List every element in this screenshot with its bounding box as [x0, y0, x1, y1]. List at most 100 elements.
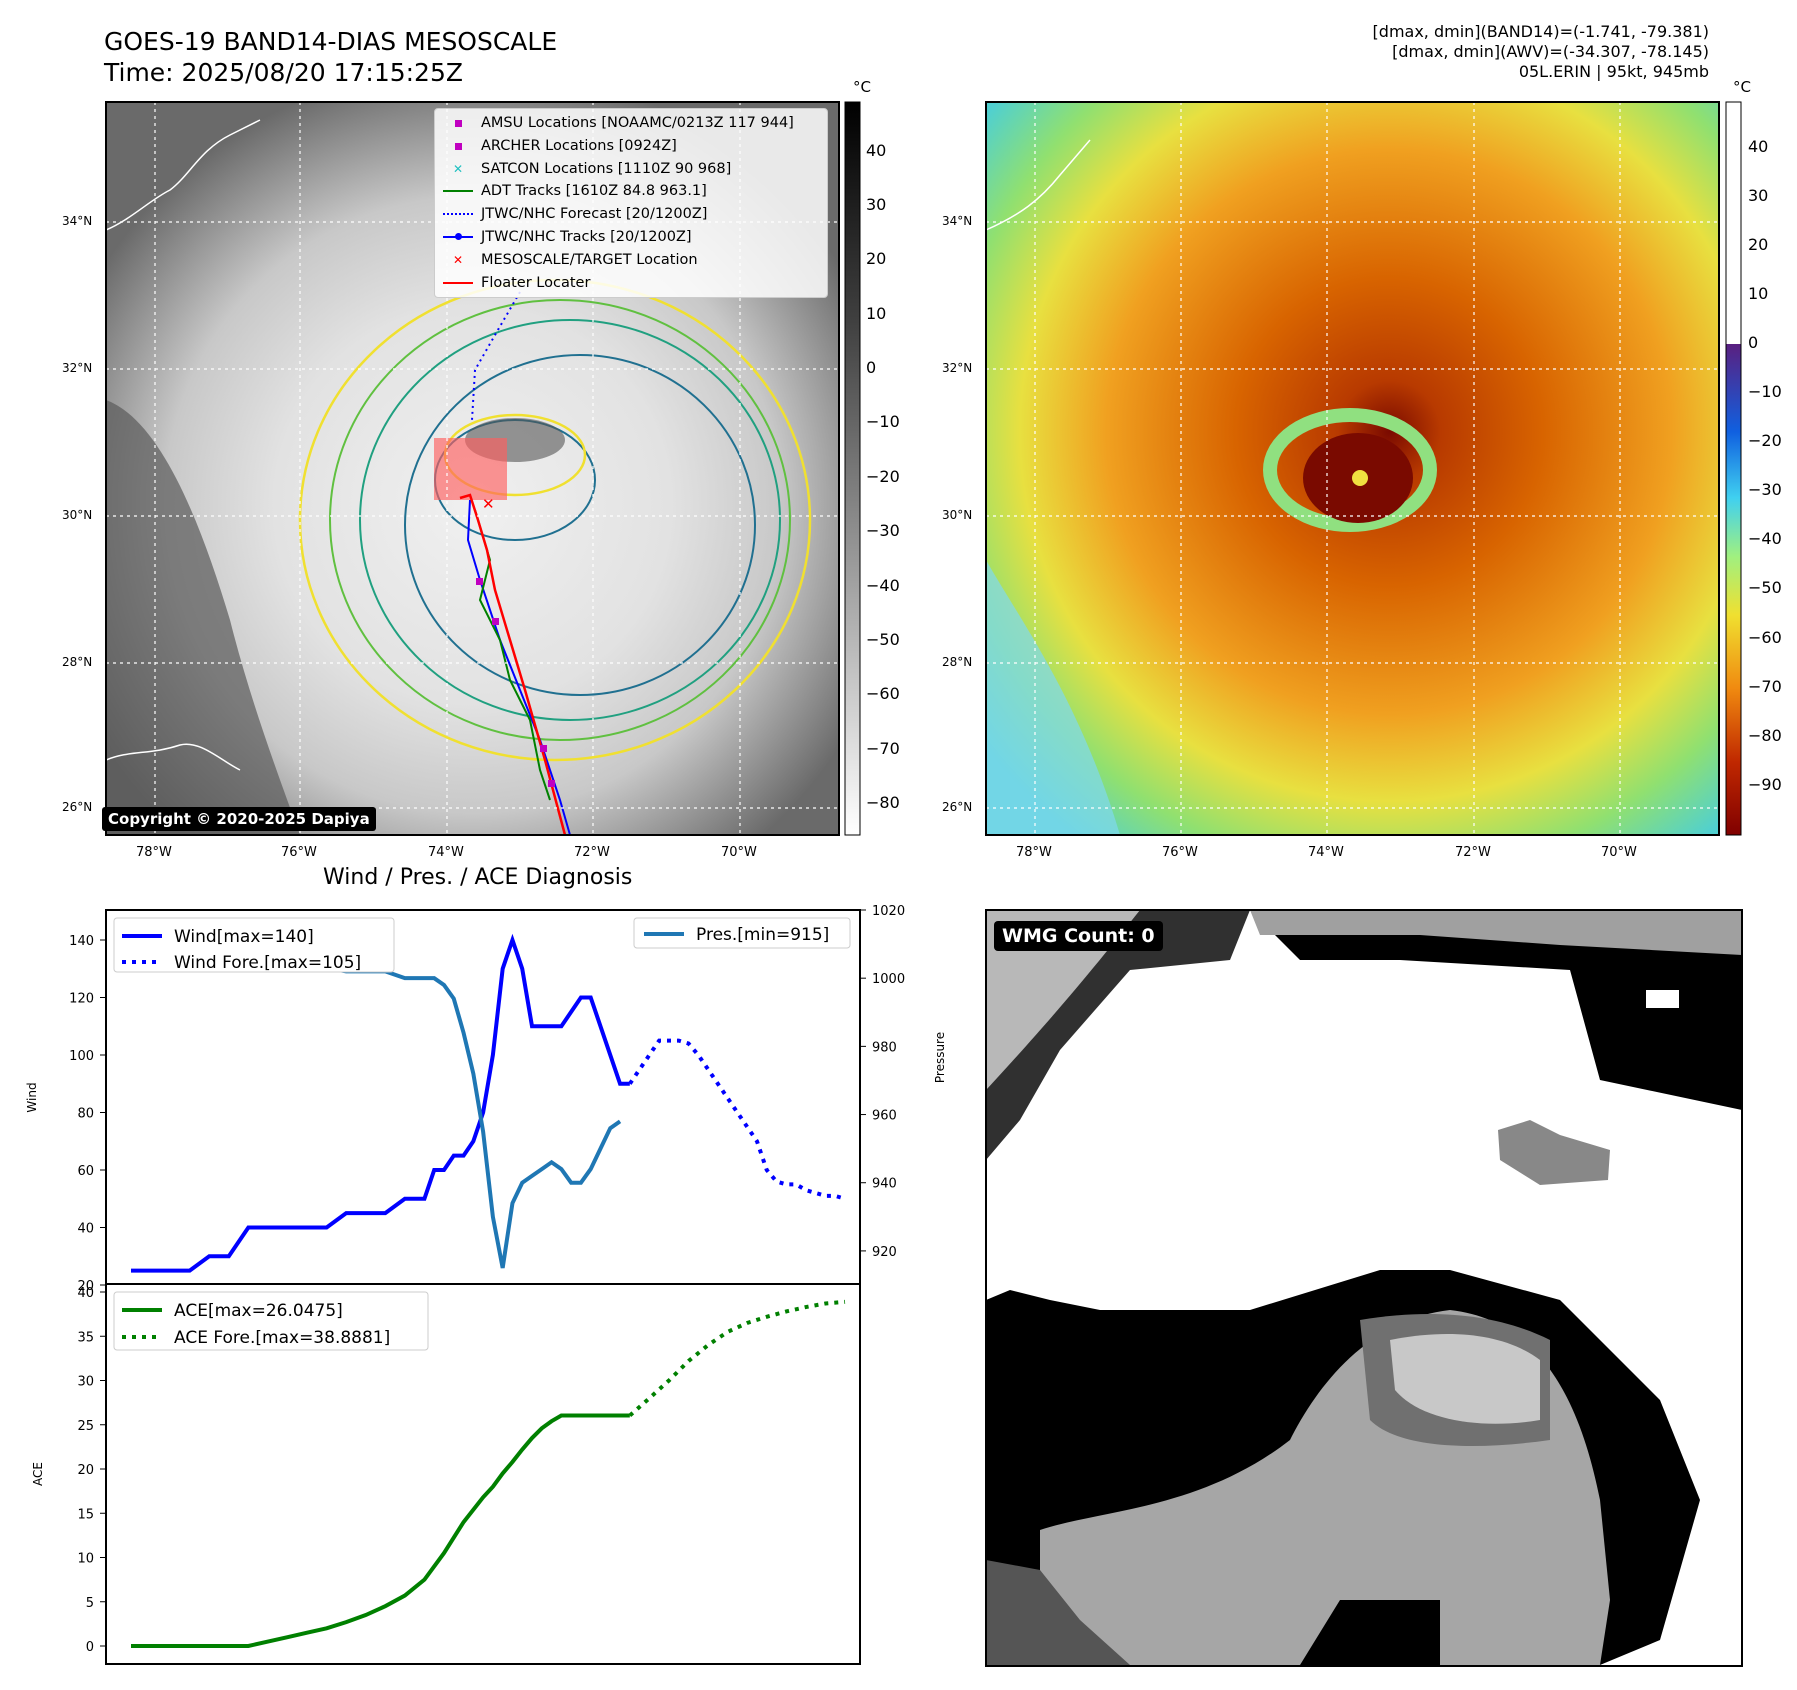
- contour-teal: [359, 319, 781, 721]
- y-tick-label: 100: [69, 1049, 94, 1064]
- y-right-tick-label: 940: [872, 1177, 897, 1192]
- colorbar-tick-label: 20: [866, 249, 887, 269]
- wind-legend: [113, 917, 395, 973]
- wmg-gray-patch: [1498, 1120, 1610, 1185]
- ace-ylabel: ACE: [31, 1462, 45, 1486]
- pressure-legend: [633, 917, 851, 949]
- series-line-0: [131, 933, 630, 1273]
- y-right-tick-label: 920: [872, 1245, 897, 1260]
- legend-item: Floater Locater: [441, 273, 590, 293]
- legend-item: ARCHER Locations [0924Z]: [441, 136, 677, 156]
- contour-blue: [404, 354, 756, 696]
- legend-item: JTWC/NHC Forecast [20/1200Z]: [441, 204, 707, 224]
- colorbar-tick-label: −60: [1748, 627, 1782, 647]
- legend-label: ACE[max=26.0475]: [174, 1301, 343, 1321]
- lat-label: 32°N: [942, 361, 973, 375]
- ace-legend: [113, 1291, 429, 1351]
- lon-label: 76°W: [1162, 845, 1198, 860]
- colorbar-tick-label: −20: [866, 466, 900, 486]
- moat-ring: [1263, 408, 1437, 532]
- lon-label: 76°W: [281, 845, 317, 860]
- lon-label: 70°W: [721, 845, 757, 860]
- colorbar-tick-label: −60: [866, 684, 900, 704]
- wmg-dark-band: [986, 910, 1250, 1160]
- y-tick-label: 120: [69, 992, 94, 1007]
- legend-item: ✕ MESOSCALE/TARGET Location: [441, 250, 698, 270]
- colorbar-tick-label: −10: [866, 412, 900, 432]
- lon-label: 70°W: [1601, 845, 1637, 860]
- coastline-south: [106, 743, 241, 771]
- legend-label: Pres.[min=915]: [696, 925, 829, 945]
- color-colorbar-strip: [1725, 101, 1742, 836]
- lat-label: 34°N: [942, 214, 973, 228]
- colorbar-tick-label: 10: [866, 303, 887, 323]
- lat-label: 26°N: [942, 800, 973, 814]
- y-tick-label: 25: [77, 1419, 94, 1434]
- legend-symbol: [441, 183, 475, 199]
- ir-colorbar-unit: °C: [853, 78, 871, 96]
- legend-label: ACE Fore.[max=38.8881]: [174, 1328, 390, 1348]
- colorbar-tick-label: −90: [1748, 774, 1782, 794]
- lon-label: 78°W: [1016, 845, 1052, 860]
- legend-symbol: [441, 206, 475, 222]
- legend-symbol: ✕: [452, 161, 464, 176]
- y-tick-label: 60: [77, 1164, 94, 1179]
- colorbar-tick-label: 0: [1748, 333, 1759, 353]
- lat-label: 28°N: [62, 655, 93, 669]
- nhc-track: [466, 499, 571, 835]
- legend-symbol: ✕: [452, 252, 464, 267]
- colorbar-tick-label: 0: [866, 358, 877, 378]
- ir-map-frame: [105, 101, 840, 836]
- wmg-gray-corner: [986, 910, 1140, 1090]
- colorbar-tick-label: −50: [1748, 578, 1782, 598]
- stats-line-1: [dmax, dmin](BAND14)=(-1.741, -79.381): [1372, 22, 1709, 41]
- colorbar-tick-label: −80: [1748, 725, 1782, 745]
- legend-label: Wind Fore.[max=105]: [174, 953, 361, 973]
- legend-symbol: [441, 138, 475, 154]
- y-tick-label: 140: [69, 934, 94, 949]
- colorbar-tick-label: −30: [1748, 480, 1782, 500]
- lon-label: 74°W: [428, 845, 464, 860]
- wmg-gray-top: [1250, 910, 1742, 955]
- floater-box: [434, 438, 507, 500]
- legend-item: JTWC/NHC Tracks [20/1200Z]: [441, 227, 692, 247]
- colorbar-tick-label: −40: [1748, 529, 1782, 549]
- y-right-tick-label: 1020: [872, 904, 905, 919]
- title-line-2: Time: 2025/08/20 17:15:25Z: [104, 58, 463, 87]
- clear-region: [986, 560, 1120, 835]
- y-right-tick-label: 980: [872, 1040, 897, 1055]
- mesoscale-target-marker: ✕: [482, 495, 495, 513]
- contour-green: [329, 299, 791, 741]
- copyright-badge: Copyright © 2020-2025 Dapiya: [102, 807, 376, 831]
- colorbar-tick-label: −50: [866, 629, 900, 649]
- wmg-panel: [985, 909, 1743, 1667]
- legend-label: SATCON Locations [1110Z 90 968]: [481, 160, 732, 177]
- y-tick-label: 20: [77, 1279, 94, 1294]
- colorbar-tick-label: 40: [1748, 136, 1769, 156]
- ir-colorbar-strip: [844, 101, 861, 836]
- y-tick-label: 80: [77, 1107, 94, 1122]
- y-right-tick-label: 1000: [872, 972, 905, 987]
- ir-colorbar: [844, 101, 861, 836]
- color-map-panel: [985, 101, 1720, 836]
- legend-label: JTWC/NHC Tracks [20/1200Z]: [481, 229, 692, 245]
- legend-symbol: [441, 115, 475, 131]
- legend-label: Wind[max=140]: [174, 927, 314, 947]
- colorbar-tick-label: −40: [866, 575, 900, 595]
- y-tick-label: 0: [86, 1640, 94, 1655]
- y-tick-label: 15: [77, 1507, 94, 1522]
- y-tick-label: 5: [86, 1596, 94, 1611]
- floater-track: [459, 493, 567, 835]
- lon-label: 78°W: [136, 845, 172, 860]
- diagnosis-title: Wind / Pres. / ACE Diagnosis: [323, 865, 633, 890]
- legend-item: ✕ SATCON Locations [1110Z 90 968]: [441, 159, 731, 179]
- lon-label: 72°W: [1455, 845, 1491, 860]
- ace-series-line-0: [131, 1413, 630, 1648]
- legend-symbol: [441, 275, 475, 291]
- colorbar-tick-label: −20: [1748, 431, 1782, 451]
- wind-pressure-chart: 20 40 60 80 100 120 140 920 940 960 980 1000 1020 Win…: [25, 904, 947, 1294]
- legend-label: ADT Tracks [1610Z 84.8 963.1]: [481, 183, 707, 200]
- title-line-1: GOES-19 BAND14-DIAS MESOSCALE: [104, 27, 558, 56]
- legend-label: JTWC/NHC Forecast [20/1200Z]: [481, 206, 708, 223]
